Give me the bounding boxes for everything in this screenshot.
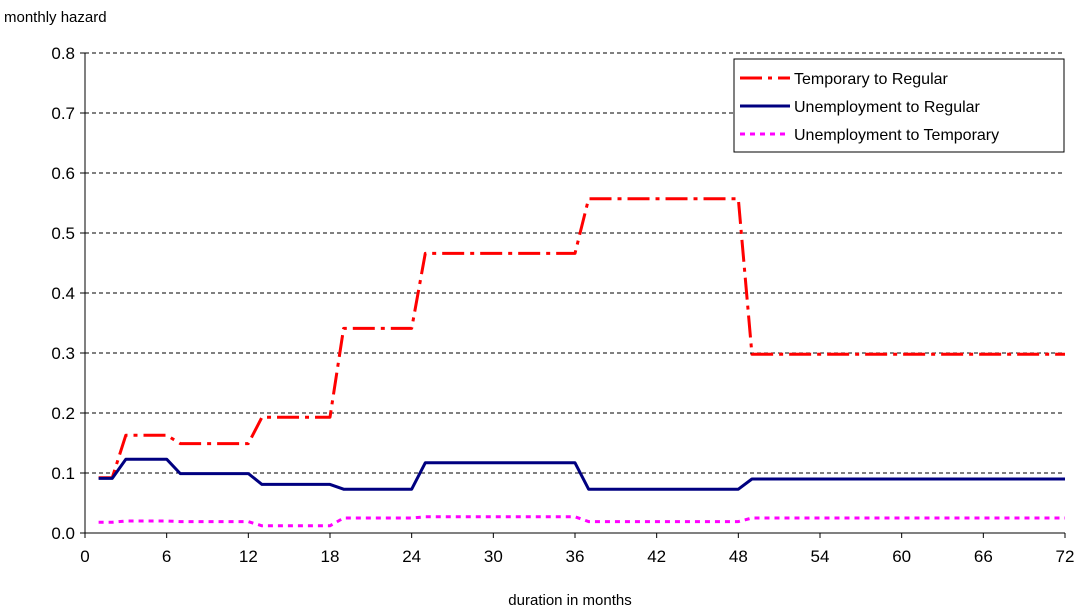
x-tick-label: 60 bbox=[892, 547, 911, 566]
y-axis-title: monthly hazard bbox=[4, 9, 107, 26]
x-tick-label: 54 bbox=[811, 547, 830, 566]
y-ticks: 0.0 0.1 0.2 0.3 0.4 0.5 0.6 0.7 0.8 bbox=[51, 44, 85, 543]
series-lines bbox=[98, 197, 1065, 528]
x-tick-label: 0 bbox=[80, 547, 89, 566]
y-tick-label: 0.8 bbox=[51, 44, 75, 63]
x-tick-label: 18 bbox=[321, 547, 340, 566]
legend-label-unemployment-to-regular: Unemployment to Regular bbox=[794, 99, 981, 116]
y-tick-label: 0.5 bbox=[51, 224, 75, 243]
series-line-unemployment-to-regular bbox=[98, 457, 1065, 491]
legend-label-temporary-to-regular: Temporary to Regular bbox=[794, 71, 949, 88]
x-tick-label: 66 bbox=[974, 547, 993, 566]
x-tick-label: 30 bbox=[484, 547, 503, 566]
legend-label-unemployment-to-temporary: Unemployment to Temporary bbox=[794, 127, 999, 144]
x-axis-title: duration in months bbox=[508, 592, 631, 609]
y-tick-label: 0.0 bbox=[51, 524, 75, 543]
gridlines bbox=[85, 52, 1065, 474]
x-tick-label: 42 bbox=[647, 547, 666, 566]
x-tick-label: 12 bbox=[239, 547, 258, 566]
x-tick-label: 36 bbox=[566, 547, 585, 566]
y-tick-label: 0.2 bbox=[51, 404, 75, 423]
y-tick-label: 0.7 bbox=[51, 104, 75, 123]
y-tick-label: 0.6 bbox=[51, 164, 75, 183]
y-tick-label: 0.4 bbox=[51, 284, 75, 303]
x-tick-label: 6 bbox=[162, 547, 171, 566]
series-line-temporary-to-regular bbox=[98, 197, 1065, 480]
x-tick-label: 48 bbox=[729, 547, 748, 566]
legend: Temporary to Regular Unemployment to Reg… bbox=[733, 58, 1065, 153]
series-line-unemployment-to-temporary bbox=[98, 515, 1065, 528]
x-tick-label: 72 bbox=[1056, 547, 1075, 566]
y-tick-label: 0.3 bbox=[51, 344, 75, 363]
y-tick-label: 0.1 bbox=[51, 464, 75, 483]
x-tick-label: 24 bbox=[402, 547, 421, 566]
x-ticks: 0 6 12 18 24 30 36 42 48 54 60 66 72 bbox=[80, 533, 1074, 566]
